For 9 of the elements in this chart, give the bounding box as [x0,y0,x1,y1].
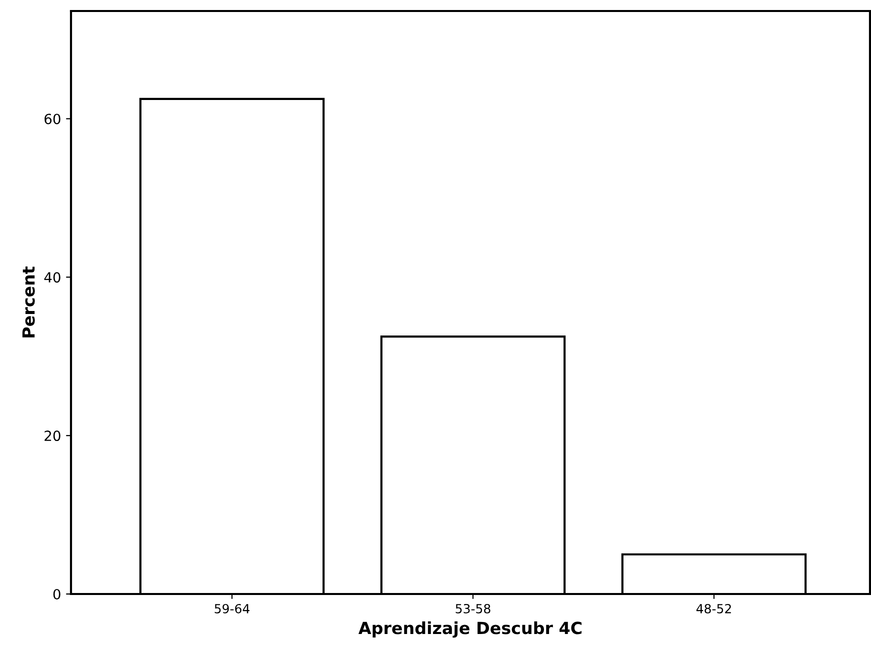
x-tick-label: 59-64 [214,604,250,614]
y-axis-title: Percent [22,266,35,338]
y-tick-label: 60 [44,114,60,124]
y-tick-label: 40 [44,272,60,283]
y-tick-label: 20 [44,430,60,442]
x-axis-title: Aprendizaje Descubr 4C [358,621,582,638]
x-tick-label: 48-52 [696,604,731,614]
x-tick-label: 53-58 [456,604,490,614]
y-tick-label: 0 [53,588,60,600]
